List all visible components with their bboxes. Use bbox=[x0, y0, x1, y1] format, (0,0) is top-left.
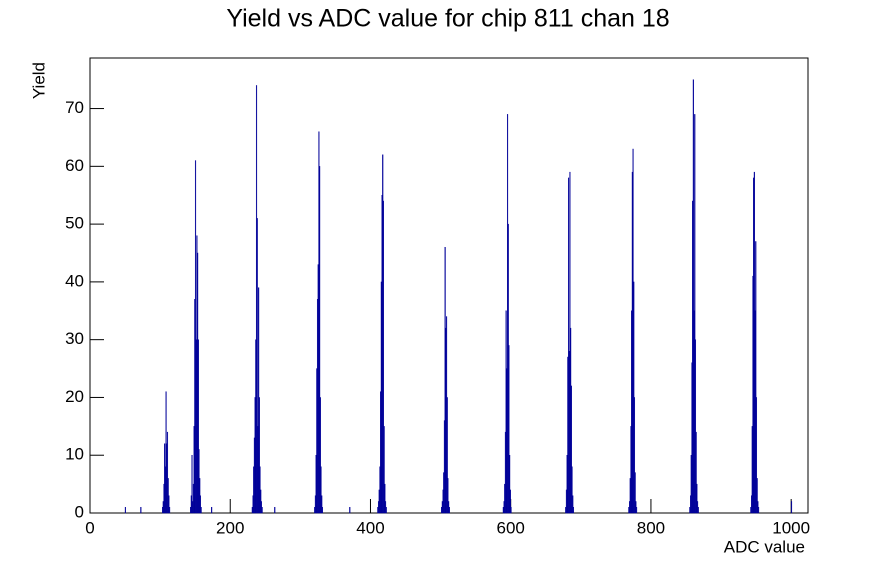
bar bbox=[696, 483, 698, 514]
bar bbox=[320, 466, 322, 514]
bar bbox=[321, 495, 323, 514]
bar bbox=[321, 507, 323, 514]
bar bbox=[509, 489, 511, 514]
bar bbox=[571, 466, 573, 514]
x-tick-label: 0 bbox=[85, 518, 94, 537]
x-tick-label: 600 bbox=[497, 518, 525, 537]
x-tick-label: 200 bbox=[216, 518, 244, 537]
bar bbox=[256, 218, 258, 514]
bar bbox=[510, 507, 512, 514]
y-tick-label: 40 bbox=[65, 271, 84, 290]
y-tick-label: 20 bbox=[65, 387, 84, 406]
bar bbox=[633, 397, 636, 514]
chart-title: Yield vs ADC value for chip 811 chan 18 bbox=[226, 5, 669, 33]
bar bbox=[758, 507, 760, 514]
y-tick-label: 60 bbox=[65, 156, 84, 175]
x-tick-label: 400 bbox=[356, 518, 384, 537]
bar bbox=[194, 160, 197, 514]
bar bbox=[319, 166, 321, 514]
bar bbox=[169, 507, 171, 514]
bar bbox=[567, 177, 570, 514]
bar bbox=[694, 114, 696, 514]
bar bbox=[197, 339, 199, 514]
bar bbox=[319, 397, 321, 514]
bar bbox=[572, 495, 574, 514]
bar bbox=[200, 507, 202, 514]
bar bbox=[694, 339, 697, 514]
bar bbox=[124, 507, 126, 514]
bar bbox=[168, 495, 170, 514]
bar bbox=[258, 397, 260, 514]
bar bbox=[692, 79, 694, 514]
bar bbox=[383, 426, 385, 514]
y-tick-label: 0 bbox=[75, 502, 84, 521]
bar bbox=[261, 507, 263, 514]
bar bbox=[274, 507, 276, 514]
bar bbox=[140, 507, 142, 514]
bar bbox=[570, 385, 572, 514]
bar bbox=[191, 455, 193, 514]
y-tick-label: 70 bbox=[65, 98, 84, 117]
bar bbox=[349, 507, 351, 514]
bar bbox=[166, 431, 169, 514]
bar bbox=[697, 507, 699, 514]
x-tick-label: 1000 bbox=[772, 518, 810, 537]
bar bbox=[384, 483, 386, 514]
bar bbox=[790, 501, 793, 514]
bar bbox=[509, 455, 511, 514]
bar bbox=[695, 431, 697, 514]
y-axis-label: Yield bbox=[29, 62, 48, 99]
y-tick-label: 30 bbox=[65, 329, 84, 348]
bar bbox=[756, 478, 758, 514]
bar bbox=[447, 478, 449, 514]
bar bbox=[755, 241, 757, 514]
x-axis-label: ADC value bbox=[724, 537, 805, 556]
y-tick-label: 10 bbox=[65, 445, 84, 464]
bar bbox=[385, 507, 387, 514]
bar bbox=[572, 507, 575, 514]
bar bbox=[448, 507, 450, 514]
bar bbox=[508, 345, 510, 514]
y-tick-label: 50 bbox=[65, 214, 84, 233]
bar bbox=[199, 495, 201, 514]
bar bbox=[446, 397, 448, 514]
bar bbox=[636, 507, 638, 514]
x-tick-label: 800 bbox=[637, 518, 665, 537]
bar bbox=[755, 397, 758, 514]
bar bbox=[382, 200, 384, 514]
bar bbox=[211, 507, 213, 514]
bar bbox=[634, 472, 636, 514]
